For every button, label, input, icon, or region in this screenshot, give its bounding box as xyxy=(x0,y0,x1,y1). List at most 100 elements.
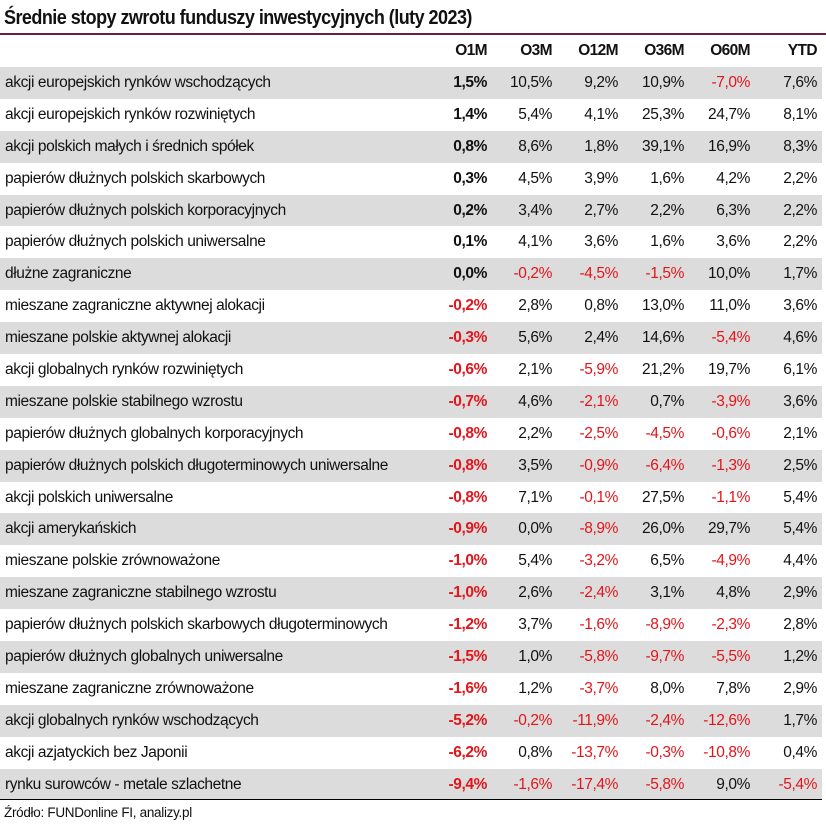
table-row: akcji globalnych rynków rozwiniętych -0,6… xyxy=(0,354,822,386)
cell-o60m: -2,3% xyxy=(711,616,751,634)
cell-o1m: -1,6% xyxy=(448,679,488,697)
cell-ytd: 4,4% xyxy=(783,552,817,570)
fund-category-label: mieszane zagraniczne stabilnego wzrostu xyxy=(5,584,277,602)
cell-o1m: -6,2% xyxy=(448,743,488,761)
cell-o60m: -3,9% xyxy=(711,392,751,410)
cell-o12m: -2,1% xyxy=(579,392,619,410)
cell-o3m: 10,5% xyxy=(510,74,552,91)
table-row: akcji polskich małych i średnich spółek 0… xyxy=(0,130,822,163)
fund-category-label: akcji europejskich rynków wschodzących xyxy=(5,74,271,91)
cell-ytd: 1,7% xyxy=(783,265,817,283)
fund-category-label: papierów dłużnych polskich korporacyjnyc… xyxy=(5,201,286,219)
cell-ytd: 2,1% xyxy=(783,424,817,442)
cell-o1m: 1,5% xyxy=(453,74,487,91)
cell-o36m: 3,1% xyxy=(650,584,684,602)
cell-o36m: 8,0% xyxy=(650,679,684,697)
cell-o12m: -0,1% xyxy=(579,488,619,506)
fund-category-label: mieszane polskie stabilnego wzrostu xyxy=(5,392,243,410)
cell-o3m: 3,7% xyxy=(518,616,552,634)
returns-table: O1M O3M O12M O36M O60M YTD akcji europejskich … xyxy=(0,35,822,801)
cell-o36m: 25,3% xyxy=(642,105,684,123)
cell-o36m: -5,8% xyxy=(645,775,685,793)
title-divider xyxy=(0,33,826,35)
cell-o1m: -1,0% xyxy=(448,584,488,602)
cell-o60m: -7,0% xyxy=(711,74,751,91)
fund-category-label: akcji polskich uniwersalne xyxy=(5,488,173,506)
fund-category-label: akcji amerykańskich xyxy=(5,520,137,538)
table-row: papierów dłużnych polskich uniwersalne 0,… xyxy=(0,226,822,258)
cell-o3m: -1,6% xyxy=(513,775,553,793)
cell-o60m: 11,0% xyxy=(709,297,750,315)
table-row: akcji europejskich rynków wschodzących 1,… xyxy=(0,67,822,99)
cell-o12m: -2,4% xyxy=(579,584,619,602)
cell-o12m: -4,5% xyxy=(579,265,619,283)
cell-o3m: 7,1% xyxy=(518,488,552,506)
cell-o12m: -17,4% xyxy=(571,775,618,793)
table-row: akcji amerykańskich -0,9% 0,0% -8,9% 26,0% 29… xyxy=(0,513,822,546)
cell-o12m: 3,6% xyxy=(584,233,618,251)
cell-o12m: -5,9% xyxy=(579,361,619,379)
cell-o60m: -1,3% xyxy=(711,456,751,474)
cell-o1m: 0,8% xyxy=(453,137,487,155)
table-row: papierów dłużnych polskich skarbowych dł… xyxy=(0,609,822,641)
column-header-o60m: O60M xyxy=(710,42,750,59)
cell-o1m: 0,0% xyxy=(453,265,487,283)
cell-o36m: -1,5% xyxy=(645,265,685,283)
cell-o60m: 16,9% xyxy=(708,137,750,155)
cell-o12m: -8,9% xyxy=(579,520,619,538)
cell-o3m: 5,4% xyxy=(518,105,552,123)
cell-o36m: 26,0% xyxy=(642,520,684,538)
cell-o12m: 2,4% xyxy=(584,329,618,347)
column-header-o12m: O12M xyxy=(578,42,618,59)
cell-o12m: 2,7% xyxy=(584,201,618,219)
cell-o36m: -8,9% xyxy=(645,616,685,634)
table-row: akcji azjatyckich bez Japonii -6,2% 0,8% -1… xyxy=(0,737,822,769)
table-row: mieszane polskie stabilnego wzrostu -0,7%… xyxy=(0,385,822,418)
table-row: dłużne zagraniczne 0,0% -0,2% -4,5% -1,5% 10,… xyxy=(0,258,822,291)
cell-ytd: -5,4% xyxy=(778,775,818,793)
table-row: akcji europejskich rynków rozwiniętych 1,… xyxy=(0,99,822,131)
cell-o12m: -11,9% xyxy=(572,711,618,729)
cell-o12m: -5,8% xyxy=(579,648,619,666)
cell-o60m: 3,6% xyxy=(716,233,750,251)
cell-o36m: -0,3% xyxy=(645,743,685,761)
cell-o1m: -0,7% xyxy=(448,392,488,410)
table-row: mieszane zagraniczne aktywnej alokacji -0… xyxy=(0,290,822,322)
cell-o12m: 0,8% xyxy=(584,297,618,315)
cell-o1m: -1,5% xyxy=(448,648,488,666)
cell-ytd: 1,2% xyxy=(783,648,817,666)
cell-o1m: 0,1% xyxy=(453,233,487,251)
cell-o12m: -3,7% xyxy=(579,679,619,697)
table-row: papierów dłużnych polskich długoterminow… xyxy=(0,449,822,482)
cell-o1m: -0,8% xyxy=(448,424,488,442)
cell-ytd: 2,9% xyxy=(783,679,817,697)
cell-ytd: 5,4% xyxy=(783,488,817,506)
source-note: Źródło: FUNDonline FI, analizy.pl xyxy=(4,805,192,820)
table-row: rynku surowców - metale szlachetne -9,4% -… xyxy=(0,768,822,801)
table-row: papierów dłużnych globalnych korporacyjn… xyxy=(0,418,822,450)
cell-o12m: -13,7% xyxy=(571,743,618,761)
cell-o1m: -0,6% xyxy=(448,361,488,379)
cell-o12m: -2,5% xyxy=(579,424,619,442)
table-row: mieszane zagraniczne zrównoważone -1,6% 1,… xyxy=(0,673,822,705)
fund-category-label: mieszane zagraniczne zrównoważone xyxy=(5,679,254,697)
cell-ytd: 7,6% xyxy=(783,74,817,91)
fund-category-label: akcji polskich małych i średnich spółek xyxy=(5,137,254,155)
fund-category-label: akcji globalnych rynków rozwiniętych xyxy=(5,361,244,379)
cell-o36m: 39,1% xyxy=(642,137,684,155)
cell-o1m: -0,3% xyxy=(448,329,488,347)
cell-o36m: 21,2% xyxy=(642,361,684,379)
cell-ytd: 1,7% xyxy=(783,711,817,729)
table-title: Średnie stopy zwrotu funduszy inwestycyj… xyxy=(4,7,472,29)
fund-category-label: papierów dłużnych globalnych uniwersalne xyxy=(5,648,283,666)
cell-o36m: -6,4% xyxy=(645,456,685,474)
cell-o60m: -0,6% xyxy=(711,424,751,442)
cell-o3m: 4,1% xyxy=(518,233,552,251)
header-row: O1M O3M O12M O36M O60M YTD xyxy=(0,35,822,67)
cell-ytd: 3,6% xyxy=(783,297,817,315)
fund-category-label: mieszane polskie zrównoważone xyxy=(5,552,220,570)
table-row: papierów dłużnych polskich korporacyjnyc… xyxy=(0,194,822,227)
cell-o3m: 1,2% xyxy=(518,679,552,697)
column-header-o36m: O36M xyxy=(644,42,684,59)
cell-o60m: -10,8% xyxy=(703,743,750,761)
